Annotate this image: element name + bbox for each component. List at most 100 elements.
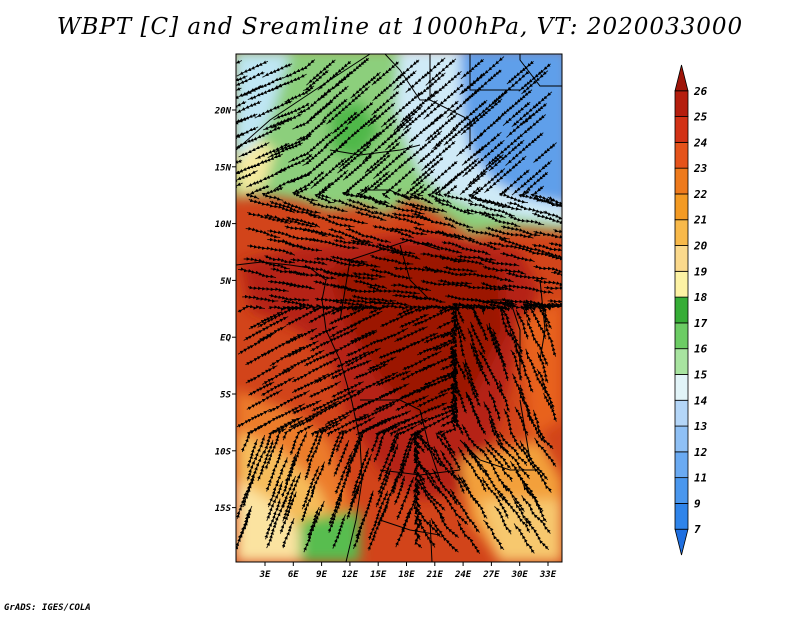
streamline <box>544 251 562 266</box>
streamline <box>523 518 550 551</box>
colorbar-segment <box>674 322 689 350</box>
streamline <box>462 272 514 283</box>
streamline <box>261 186 284 201</box>
colorbar-label: 23 <box>693 162 708 175</box>
lon-label: 21E <box>426 570 444 580</box>
lat-label: 5S <box>220 391 231 401</box>
colorbar-label: 16 <box>694 343 708 356</box>
streamlines <box>236 56 562 554</box>
colorbar-segment <box>674 64 689 92</box>
streamline <box>547 196 562 210</box>
streamline <box>498 380 511 413</box>
streamline <box>264 254 296 264</box>
streamline <box>330 359 372 380</box>
streamline <box>352 515 366 549</box>
streamline <box>441 240 491 256</box>
lat-label: EQ <box>220 334 231 344</box>
lon-label: 3E <box>259 570 271 580</box>
streamline <box>238 267 277 279</box>
streamline <box>411 295 446 304</box>
colorbar-label: 15 <box>694 368 708 381</box>
streamline <box>389 250 421 260</box>
streamline <box>506 271 547 281</box>
streamline <box>533 142 557 163</box>
streamline <box>245 350 273 366</box>
streamline <box>280 281 315 290</box>
streamline <box>329 304 376 325</box>
streamline <box>291 373 329 394</box>
lon-label: 18E <box>398 570 415 580</box>
streamline <box>401 363 434 381</box>
colorbar-label: 20 <box>693 240 708 253</box>
colorbar: 7 9 11 12 13 14 15 16 17 18 19 20 21 22 23 24 25 26 <box>674 64 708 556</box>
streamline <box>279 238 323 252</box>
map-frame <box>235 53 563 563</box>
streamline <box>548 241 562 254</box>
colorbar-segment <box>674 90 689 117</box>
streamline <box>327 496 343 533</box>
streamline <box>370 268 413 280</box>
colorbar-segment <box>674 245 689 272</box>
colorbar-label: 17 <box>694 317 708 330</box>
streamline <box>310 237 359 250</box>
streamline <box>543 210 562 221</box>
colorbar-segment <box>674 399 689 427</box>
streamline <box>345 258 381 268</box>
streamline <box>479 257 520 267</box>
lat-label: 10S <box>215 447 232 457</box>
streamline <box>532 212 562 228</box>
streamline <box>501 225 541 237</box>
colorbar-label: 25 <box>693 111 708 124</box>
streamline <box>253 153 284 168</box>
streamline <box>430 518 459 553</box>
streamline <box>414 515 423 549</box>
lon-label: 15E <box>370 570 387 580</box>
lat-label: 15S <box>215 504 232 514</box>
streamline <box>507 201 547 215</box>
colorbar-segment <box>674 425 689 453</box>
streamline <box>321 98 348 121</box>
streamline <box>346 485 360 520</box>
streamline <box>346 198 378 210</box>
streamline <box>423 265 466 277</box>
streamline <box>240 424 264 453</box>
streamline <box>380 307 422 328</box>
lat-label: 5N <box>220 277 231 287</box>
streamline <box>236 100 262 125</box>
streamline <box>543 393 558 422</box>
grads-credit: GrADS: IGES/COLA <box>4 603 91 613</box>
streamline <box>356 371 399 394</box>
streamline <box>367 285 420 295</box>
streamline <box>534 278 562 288</box>
lat-label: 10N <box>215 220 232 230</box>
streamline <box>443 216 473 229</box>
colorbar-label: 11 <box>694 472 707 485</box>
colorbar-label: 24 <box>693 136 708 149</box>
streamline <box>547 298 562 305</box>
lon-label: 6E <box>288 570 299 580</box>
streamline <box>522 448 552 493</box>
streamline <box>236 505 253 551</box>
lat-label: 15N <box>215 163 232 173</box>
streamline <box>327 214 368 225</box>
colorbar-label: 21 <box>693 214 707 227</box>
streamline <box>236 170 242 191</box>
colorbar-label: 12 <box>694 446 708 459</box>
colorbar-label: 22 <box>693 188 708 201</box>
streamline <box>437 278 472 286</box>
streamline <box>433 198 474 215</box>
streamline <box>367 503 388 551</box>
map-title: WBPT [C] and Sreamline at 1000hPa, VT: 2… <box>56 14 744 40</box>
streamline <box>390 282 432 292</box>
colorbar-segment <box>674 477 689 504</box>
lat-label: 20N <box>214 107 232 117</box>
colorbar-segment <box>674 451 689 479</box>
colorbar-segment <box>674 167 689 195</box>
streamline <box>332 514 346 549</box>
streamline <box>370 254 414 266</box>
streamline <box>483 519 505 551</box>
colorbar-label: 18 <box>694 291 708 304</box>
streamline <box>522 114 546 135</box>
colorbar-segment <box>674 296 689 324</box>
